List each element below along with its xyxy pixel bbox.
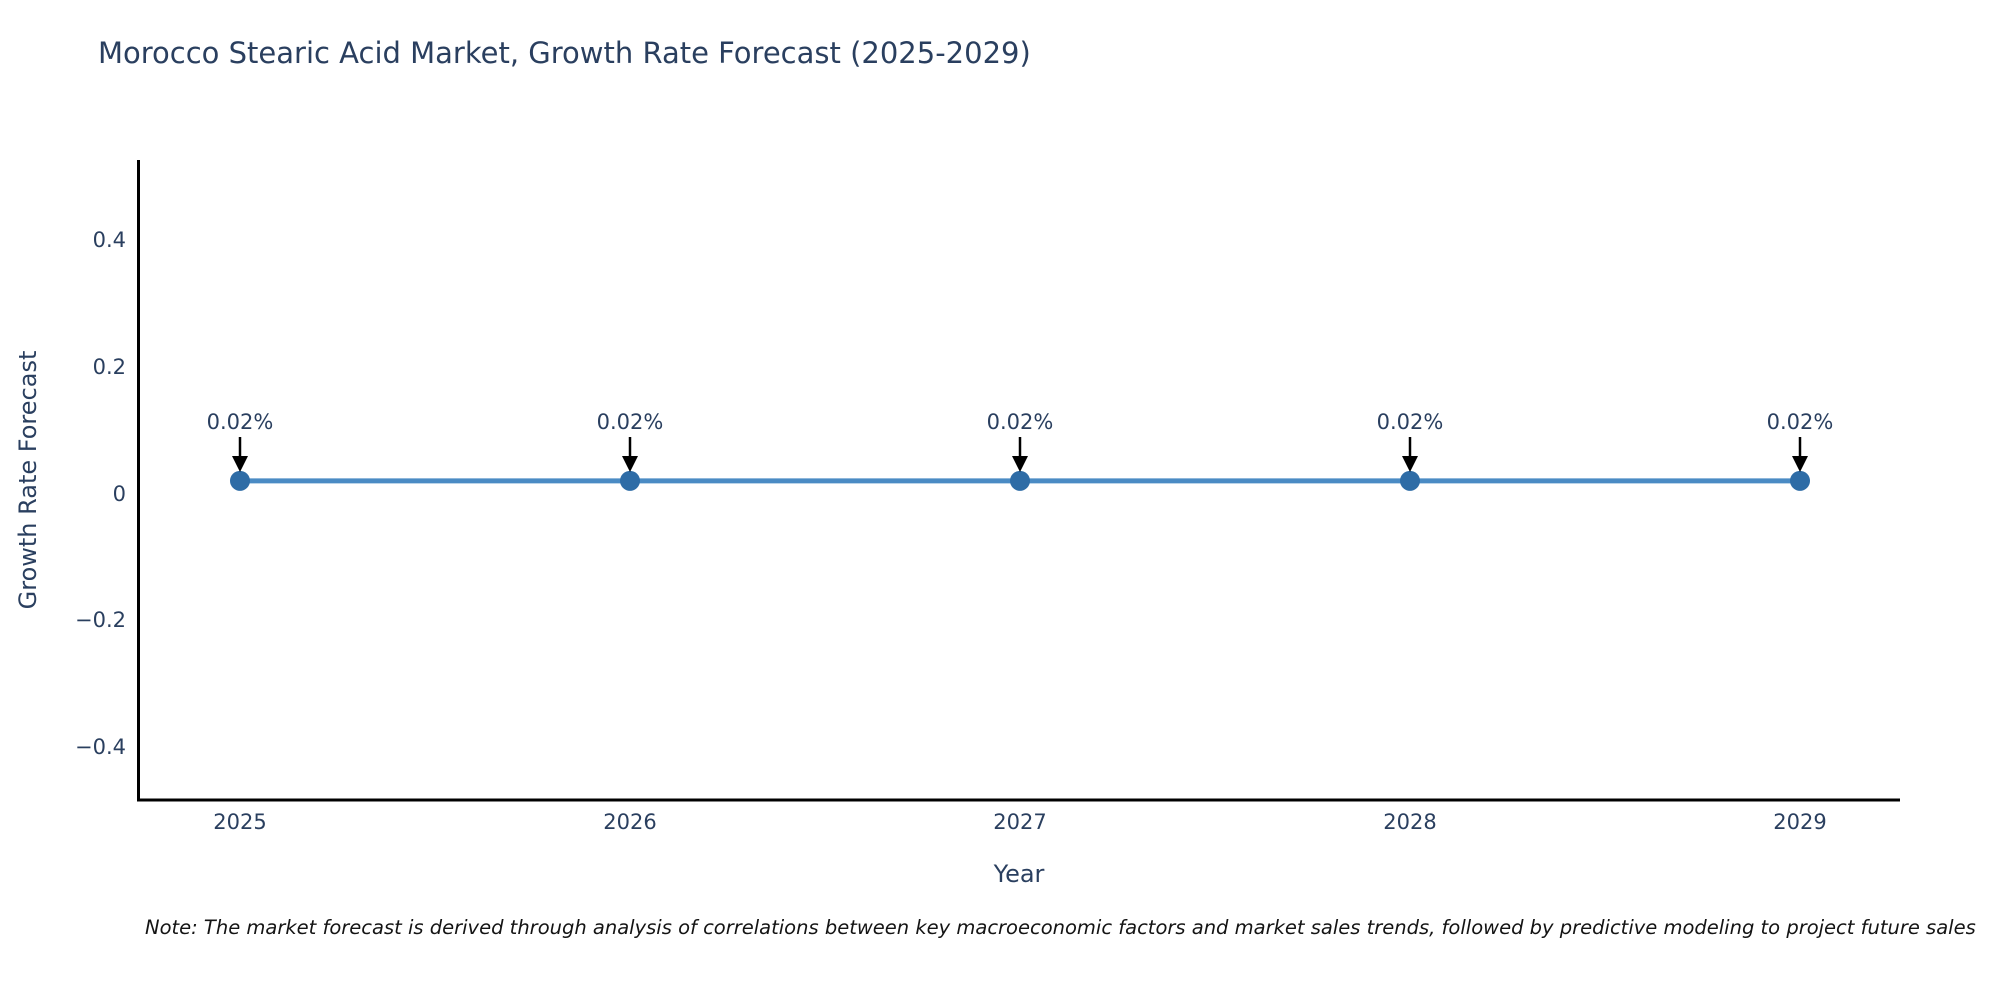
point-annotation: 0.02% xyxy=(596,410,664,434)
point-annotation: 0.02% xyxy=(1766,410,1834,434)
x-tick-label: 2028 xyxy=(1383,810,1437,834)
data-point-marker[interactable] xyxy=(1790,470,1810,491)
annotation-arrow-head xyxy=(622,456,638,472)
y-tick-label: 0.4 xyxy=(92,228,126,252)
annotation-arrow-head xyxy=(232,456,248,472)
x-tick-label: 2027 xyxy=(993,810,1047,834)
annotation-arrow-head xyxy=(1792,456,1808,472)
data-point-marker[interactable] xyxy=(230,470,250,491)
data-point-marker[interactable] xyxy=(1400,470,1420,491)
point-annotation: 0.02% xyxy=(206,410,274,434)
point-annotation: 0.02% xyxy=(986,410,1054,434)
x-tick-label: 2029 xyxy=(1773,810,1827,834)
point-annotation: 0.02% xyxy=(1376,410,1444,434)
x-tick-label: 2026 xyxy=(603,810,657,834)
annotation-arrow-head xyxy=(1402,456,1418,472)
y-tick-label: −0.4 xyxy=(75,735,126,759)
y-tick-label: 0.2 xyxy=(92,354,126,379)
data-point-marker[interactable] xyxy=(1010,470,1030,491)
y-tick-label: 0 xyxy=(112,481,126,506)
chart-title: Morocco Stearic Acid Market, Growth Rate… xyxy=(98,36,1031,70)
annotation-arrow-head xyxy=(1012,456,1028,472)
data-point-marker[interactable] xyxy=(620,470,640,491)
y-tick-label: −0.2 xyxy=(75,608,126,633)
y-axis-title: Growth Rate Forecast xyxy=(14,350,42,610)
x-axis-title: Year xyxy=(993,860,1045,888)
x-tick-label: 2025 xyxy=(213,810,267,834)
footnote: Note: The market forecast is derived thr… xyxy=(145,916,1976,939)
